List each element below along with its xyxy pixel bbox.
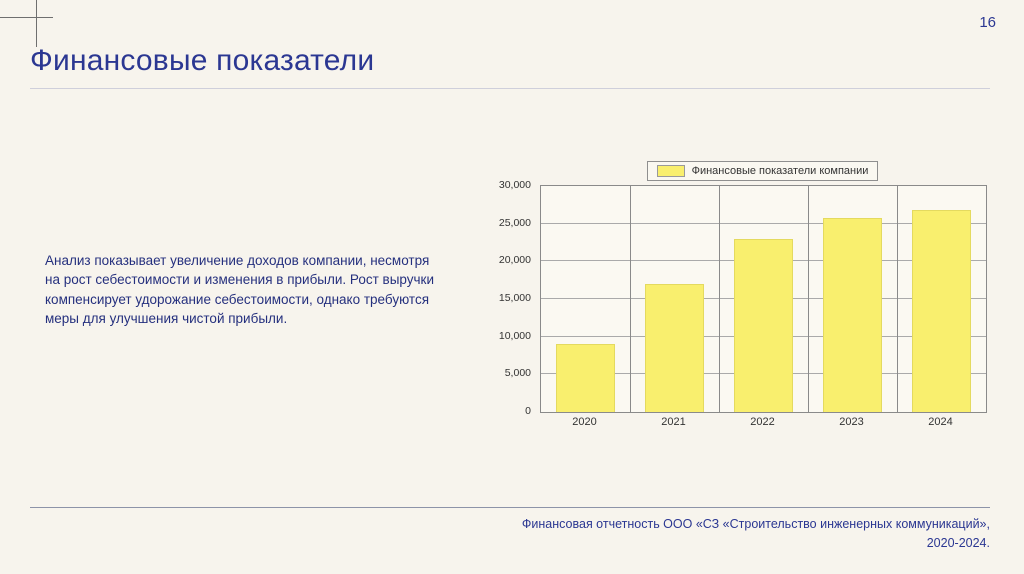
vertical-gridline [897,186,898,412]
footer-source: Финансовая отчетность ООО «СЗ «Строитель… [200,515,990,554]
vertical-gridline [808,186,809,412]
x-axis-tick-label: 2022 [750,416,775,428]
page-number: 16 [979,14,996,31]
bar-2024 [912,210,971,412]
y-axis-tick-label: 20,000 [498,254,531,267]
chart-legend: Финансовые показатели компании [646,161,879,181]
bar-2022 [734,238,793,412]
legend-swatch [656,165,685,177]
footer-source-line1: Финансовая отчетность ООО «СЗ «Строитель… [521,517,990,531]
y-axis-tick-label: 0 [525,405,531,417]
x-axis-tick-label: 2021 [661,416,686,428]
corner-mark-vertical-line [36,0,37,47]
y-axis-tick-label: 25,000 [498,216,531,229]
chart-legend-row: Финансовые показатели компании [540,161,985,181]
chart-y-axis: 0 5,000 10,000 15,000 20,000 25,000 30,000 [492,179,535,417]
footer-divider [30,507,990,508]
y-axis-tick-label: 5,000 [504,367,531,380]
x-axis-tick-label: 2023 [839,416,864,428]
footer-source-line2: 2020-2024. [926,536,990,551]
chart-x-axis: 2020 2021 2022 2023 2024 [540,416,985,432]
y-axis-tick-label: 30,000 [498,179,531,191]
horizontal-gridline [541,222,986,224]
legend-label: Финансовые показатели компании [691,165,869,177]
x-axis-tick-label: 2024 [928,416,953,428]
title-divider [30,88,990,89]
y-axis-tick-label: 10,000 [498,329,531,342]
x-axis-tick-label: 2020 [572,416,597,428]
y-axis-tick-label: 15,000 [498,292,531,304]
bar-2023 [823,217,882,412]
corner-mark-horizontal-line [0,17,53,18]
bar-chart-plot-area [540,185,987,413]
analysis-paragraph: Анализ показывает увеличение доходов ком… [45,253,434,327]
bar-2021 [645,283,704,412]
vertical-gridline [719,186,720,412]
vertical-gridline [630,186,631,412]
bar-2020 [556,344,615,412]
page-title: Финансовые показатели [30,44,375,77]
